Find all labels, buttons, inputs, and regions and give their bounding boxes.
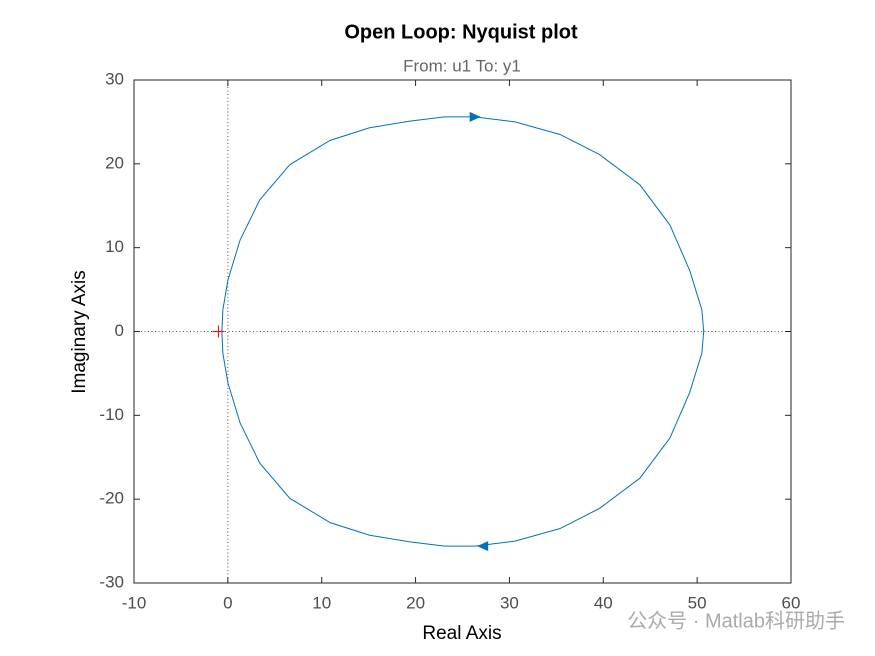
- x-tick-label: 30: [500, 593, 519, 612]
- y-tick-label: -20: [99, 489, 124, 508]
- x-tick-label: 10: [312, 593, 331, 612]
- x-tick-label: 60: [782, 593, 801, 612]
- chart-subtitle: From: u1 To: y1: [403, 56, 521, 75]
- chart-title: Open Loop: Nyquist plot: [344, 21, 578, 43]
- watermark: 公众号 · Matlab科研助手: [627, 609, 845, 632]
- x-axis-label: Real Axis: [422, 623, 501, 644]
- y-tick-label: 10: [105, 237, 124, 256]
- x-tick-label: 0: [223, 593, 232, 612]
- y-tick-label: 0: [115, 321, 124, 340]
- y-tick-label: -10: [99, 405, 124, 424]
- critical-point: [212, 325, 225, 338]
- direction-arrow: [469, 111, 481, 122]
- x-tick-label: 50: [688, 593, 707, 612]
- nyquist-curve: [221, 116, 705, 547]
- direction-arrow: [477, 541, 489, 552]
- x-tick-label: 20: [406, 593, 425, 612]
- y-tick-label: 20: [105, 153, 124, 172]
- y-tick-label: -30: [99, 572, 124, 591]
- x-tick-label: -10: [122, 593, 147, 612]
- y-tick-label: 30: [105, 69, 124, 88]
- y-axis-label: Imaginary Axis: [69, 270, 90, 394]
- x-tick-label: 40: [594, 593, 613, 612]
